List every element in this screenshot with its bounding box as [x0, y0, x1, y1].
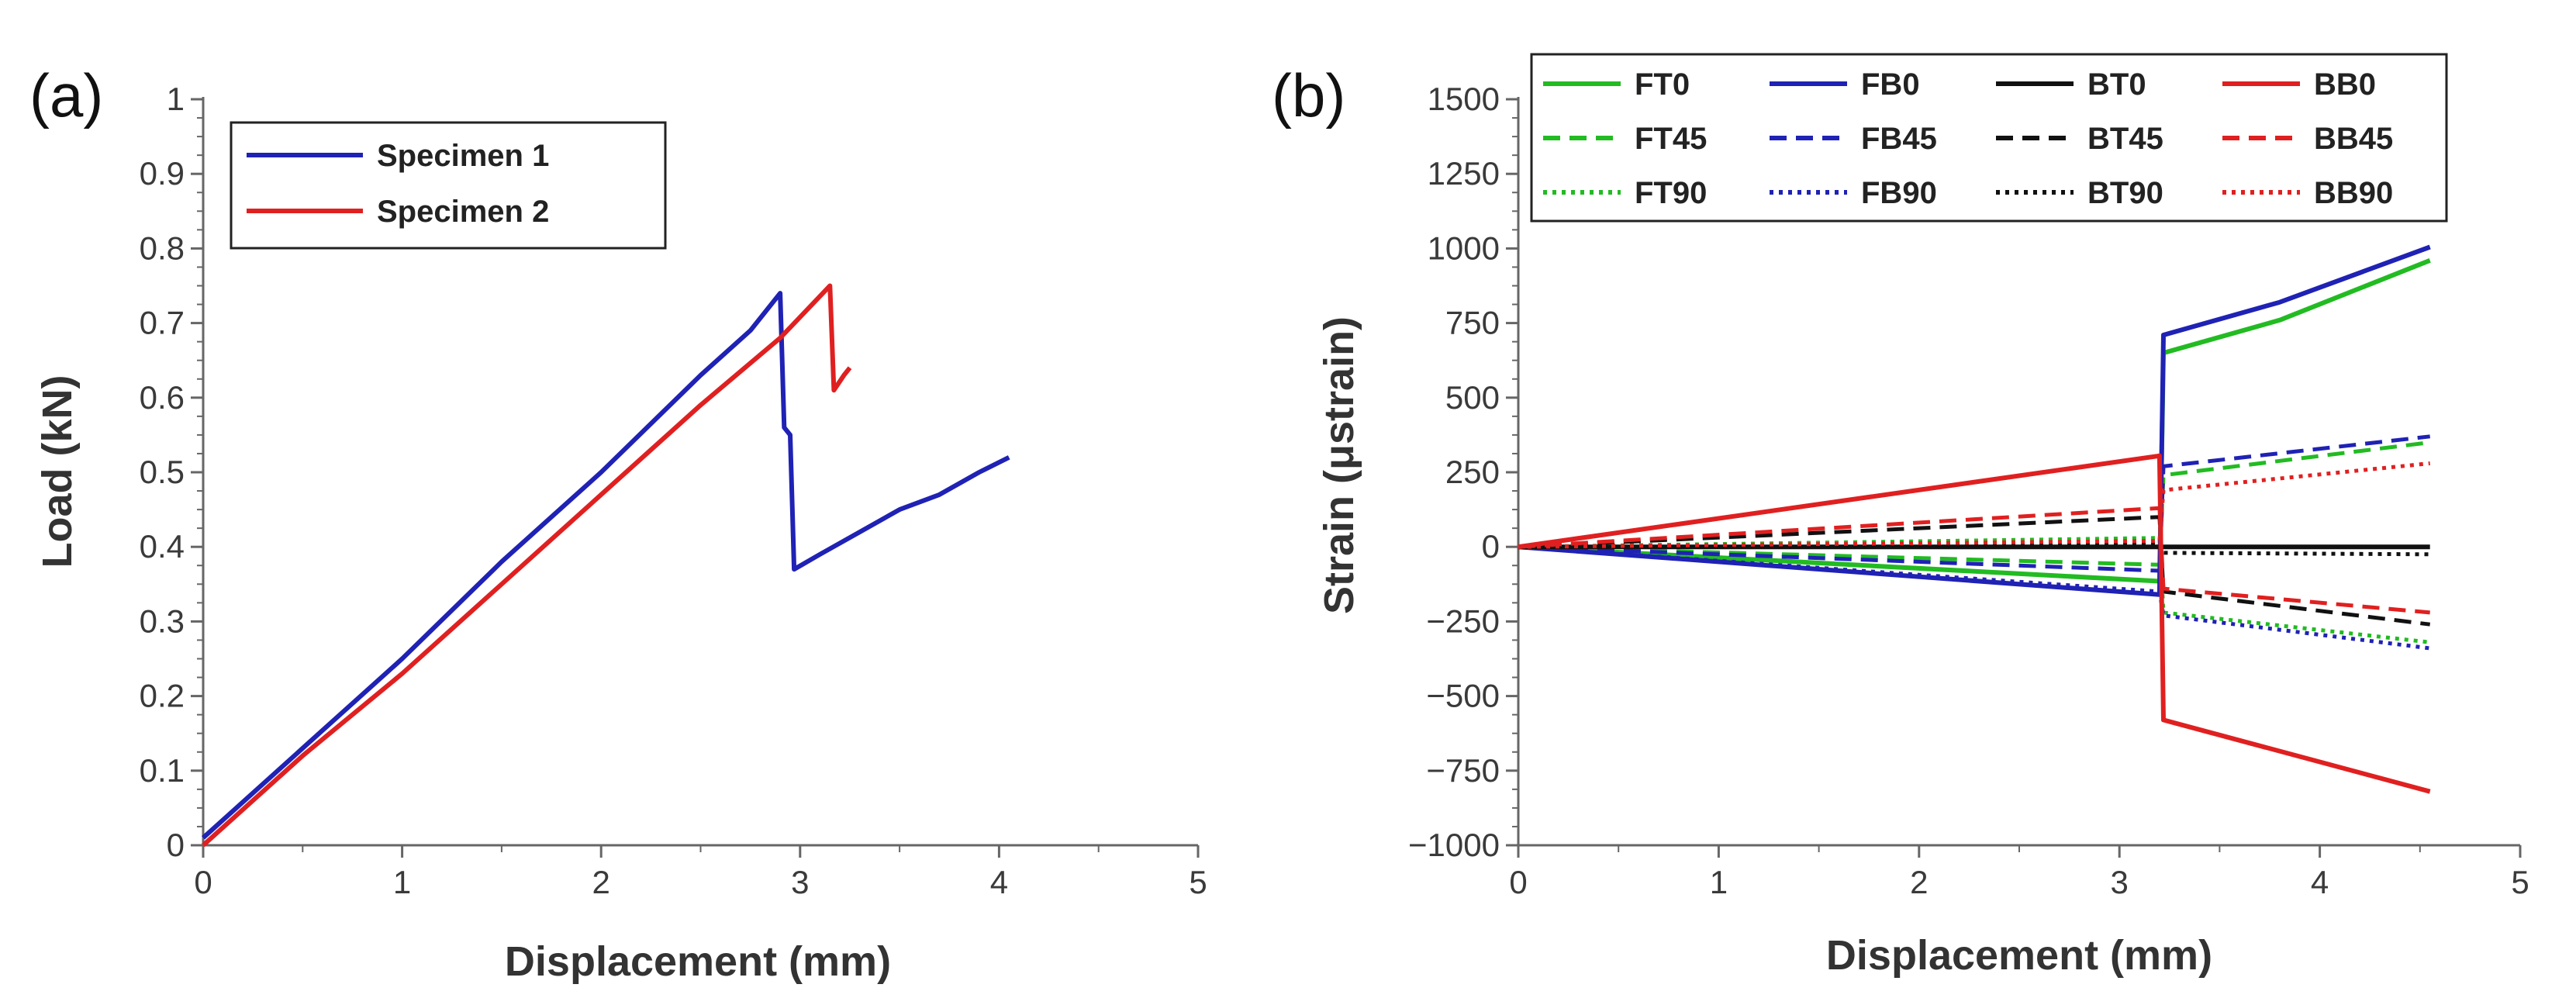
y-tick-label: 0.3: [140, 603, 185, 639]
y-tick-label: 0.8: [140, 230, 185, 266]
legend-label: BB45: [2314, 122, 2393, 156]
panel-a-series: [201, 283, 1010, 848]
x-tick-label: 1: [1710, 864, 1728, 900]
legend-label: FB45: [1861, 122, 1937, 156]
panel-a: (a) 0 1 2 3 4 500.10.20.30.40.50.60.70.80.91 …: [29, 61, 1207, 985]
panel-b: (b) 0 1 2 3 4 5 −1000 −750 −500 −250 0 250 500 750 100…: [1272, 53, 2529, 979]
legend-label: FT45: [1635, 122, 1707, 156]
x-tick-label: 1: [393, 864, 411, 900]
x-tick-label: 2: [592, 864, 610, 900]
x-tick-label: 5: [2511, 864, 2529, 900]
series-line-fb45: [1518, 434, 2430, 573]
legend-label: FB90: [1861, 176, 1937, 210]
panel-b-ticks: 0 1 2 3 4 5 −1000 −750 −500 −250 0 250 500 750 1000 125…: [1408, 81, 2529, 900]
series-line-fb0: [1518, 244, 2431, 597]
series-line-ft0: [1518, 258, 2431, 584]
series-line-bb45: [1518, 506, 2430, 615]
y-tick-label: 1250: [1428, 155, 1500, 192]
x-tick-label: 0: [194, 864, 212, 900]
legend-label: Specimen 1: [377, 139, 549, 173]
y-tick-label: 1: [167, 81, 185, 117]
x-tick-label: 3: [791, 864, 809, 900]
y-tick-label: 0.6: [140, 379, 185, 416]
panel-a-legend-box: [230, 121, 667, 250]
legend-label: BT90: [2087, 176, 2163, 210]
y-tick-label: 0.9: [140, 155, 185, 192]
y-tick-label: 500: [1445, 379, 1500, 416]
y-tick-label: 0.1: [140, 752, 185, 789]
panel-a-legend: Specimen 1 Specimen 2: [230, 121, 667, 250]
series-line-bt45: [1518, 515, 2431, 627]
y-tick-label: 0.5: [140, 454, 185, 490]
y-tick-label: 0: [167, 827, 185, 863]
y-tick-label: 0.2: [140, 678, 185, 714]
y-tick-label: 0: [1482, 528, 1500, 565]
x-tick-label: 3: [2111, 864, 2129, 900]
legend-label: FB0: [1861, 67, 1920, 102]
x-tick-label: 0: [1509, 864, 1527, 900]
series-line-bt90: [1518, 541, 2430, 557]
y-tick-label: −250: [1426, 603, 1500, 639]
panel-a-y-title: Load (kN): [34, 375, 81, 568]
panel-b-series: [1518, 244, 2431, 794]
series-line-bb90: [1518, 461, 2430, 549]
y-tick-label: 0.7: [140, 305, 185, 341]
panel-b-y-title: Strain (μstrain): [1316, 316, 1362, 614]
y-tick-label: −750: [1426, 752, 1500, 789]
y-tick-label: 750: [1445, 305, 1500, 341]
series-line-specimen-2: [201, 283, 852, 848]
panel-a-ticks: 0 1 2 3 4 5 0 0.1 0.2 0.3 0.4 0.5 0.6 0.7 0.8 0.9 1: [140, 81, 1207, 900]
legend-label: BB0: [2314, 67, 2376, 102]
legend-label: Specimen 2: [377, 195, 549, 229]
x-tick-label: 4: [990, 864, 1008, 900]
legend-label: FT0: [1635, 67, 1690, 102]
series-line-specimen-1: [201, 291, 1010, 840]
panel-a-x-title: Displacement (mm): [505, 938, 891, 985]
legend-label: BT45: [2087, 122, 2163, 156]
series-line-bb0: [1518, 453, 2431, 794]
x-tick-label: 5: [1189, 864, 1207, 900]
legend-label: FT90: [1635, 176, 1707, 210]
y-tick-label: 250: [1445, 454, 1500, 490]
x-tick-label: 2: [1910, 864, 1928, 900]
panel-a-label: (a): [29, 61, 103, 130]
panel-b-legend-box: [1530, 53, 2448, 223]
panel-b-x-title: Displacement (mm): [1826, 932, 2212, 979]
y-tick-label: −1000: [1408, 827, 1500, 863]
y-tick-label: 1000: [1428, 230, 1500, 266]
panel-b-label: (b): [1272, 61, 1345, 130]
legend-label: BT0: [2087, 67, 2146, 102]
y-tick-label: −500: [1426, 678, 1500, 714]
series-line-ft90: [1518, 536, 2430, 644]
panel-b-legend: FT0 FT45 FT90 FB0 FB45 FB90 BT0 BT45 BT90 BB0 BB45…: [1530, 53, 2448, 223]
y-tick-label: 1500: [1428, 81, 1500, 117]
x-tick-label: 4: [2311, 864, 2329, 900]
y-tick-label: 0.4: [140, 528, 185, 565]
legend-label: BB90: [2314, 176, 2393, 210]
